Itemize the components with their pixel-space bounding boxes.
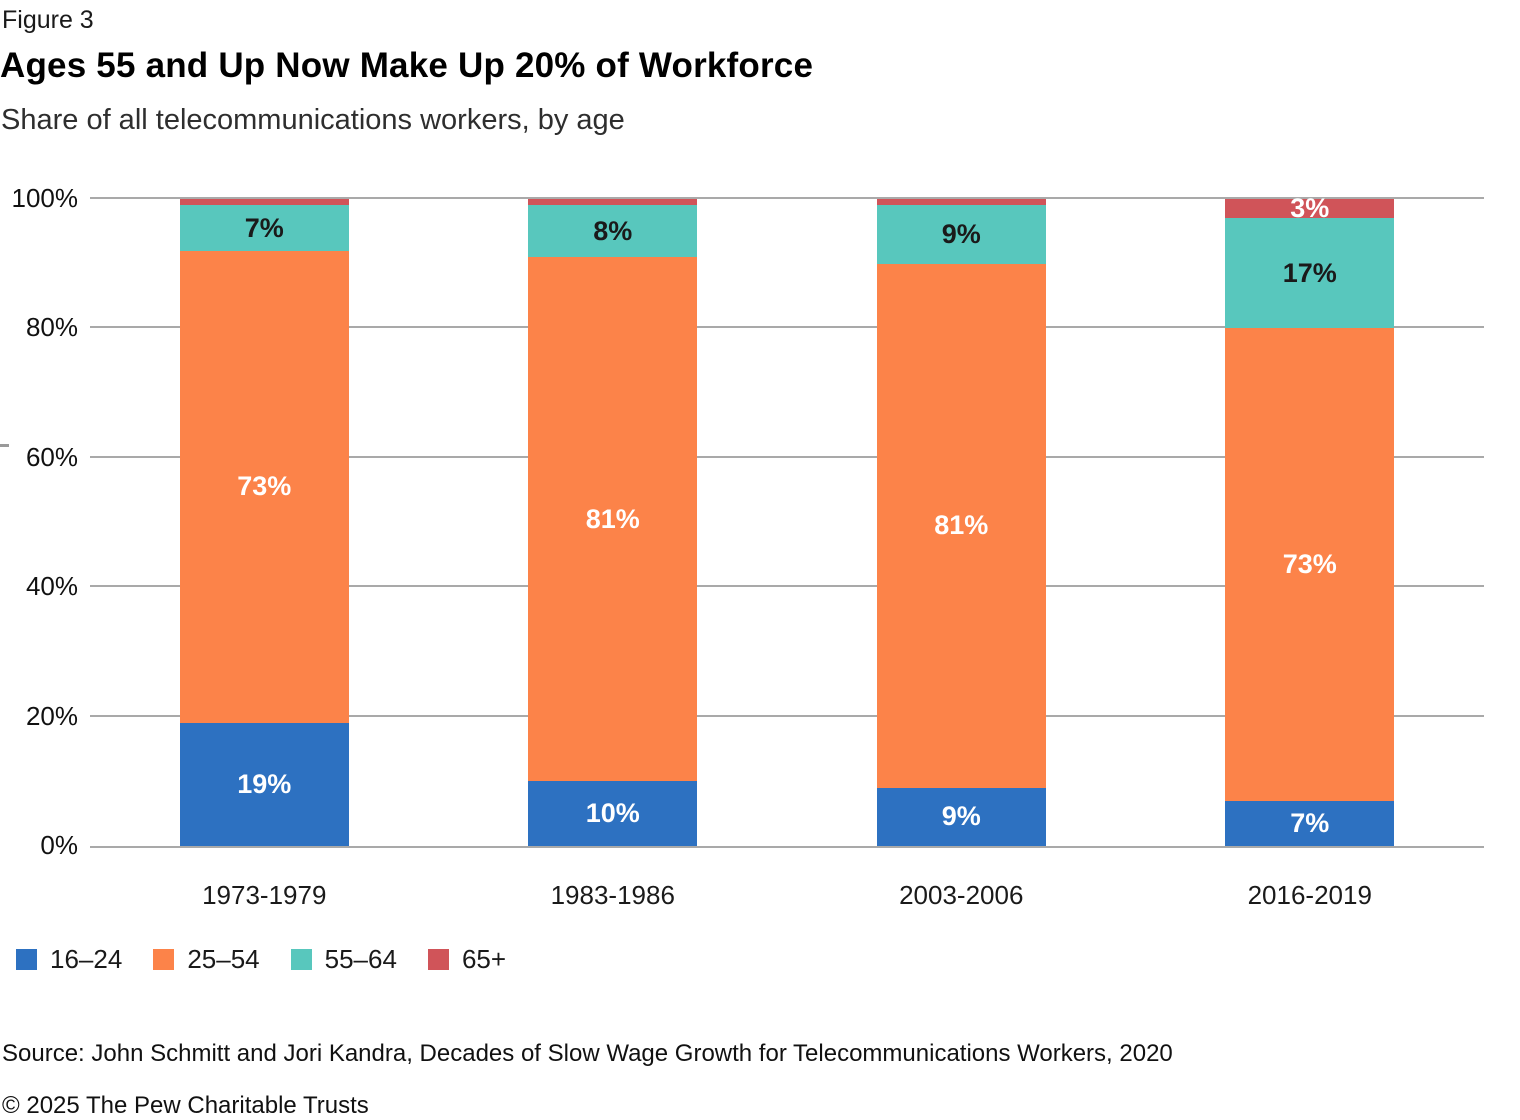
copyright-note: © 2025 The Pew Charitable Trusts [2,1092,369,1119]
bar-value-label: 81% [934,510,989,541]
bar-value-label: 9% [941,219,981,250]
legend-label: 65+ [461,944,507,974]
clipped-axis-tick [0,444,9,447]
legend-swatch-icon [290,949,312,970]
bar-value-label: 9% [941,801,981,832]
bar-value-label: 17% [1282,257,1337,288]
y-axis-tick-label: 80% [25,312,78,343]
y-axis-tick-label: 40% [25,571,78,602]
bar-segment-65--1983-1986 [528,199,698,206]
y-axis-tick-label: 60% [25,441,78,472]
legend-item-55-64: 55–64 [290,944,397,975]
legend-swatch-icon [153,949,175,970]
bar-segment-16-24-1973-1979: 19% [179,723,349,846]
bar-segment-16-24-2016-2019: 7% [1225,800,1395,846]
x-axis-category-label: 1983-1986 [550,880,675,910]
bar-value-label: 19% [237,769,292,800]
gridline [90,714,1484,717]
bar-segment-65--2003-2006 [876,199,1046,206]
x-axis-category-label: 2016-2019 [1247,880,1372,910]
legend-label: 25–54 [187,944,260,974]
gridline [90,455,1484,458]
bar-segment-25-54-2016-2019: 73% [1225,328,1395,801]
y-axis-tick-label: 100% [11,183,79,213]
bar-segment-65--2016-2019: 3% [1225,195,1395,222]
bar-value-label: 10% [585,798,640,829]
bar-value-label: 73% [1282,549,1337,580]
bar-segment-25-54-1983-1986: 81% [528,257,698,782]
bar-segment-55-64-1973-1979: 7% [179,205,349,251]
bar-value-label: 73% [237,471,292,502]
gridline [90,846,1484,848]
bar-segment-55-64-2003-2006: 9% [876,205,1046,264]
gridline [90,197,1484,199]
bar-segment-16-24-1983-1986: 10% [528,781,698,846]
x-axis-category-label: 1973-1979 [202,880,327,910]
bar-value-label: 8% [593,215,633,246]
y-axis-tick-label: 20% [25,700,78,731]
bar-segment-65--1973-1979 [179,199,349,206]
bar-segment-55-64-1983-1986: 8% [528,205,698,258]
legend-label: 16–24 [50,944,123,974]
bar-value-label: 7% [1290,807,1330,838]
figure-label: Figure 3 [2,6,94,34]
chart-title: Ages 55 and Up Now Make Up 20% of Workfo… [0,46,814,85]
gridline [90,585,1484,588]
legend-label: 55–64 [324,944,397,974]
gridline [90,326,1484,329]
legend-item-25-54: 25–54 [153,944,260,975]
chart-legend: 16–24 25–54 55–64 65+ [16,944,506,975]
bar-segment-25-54-2003-2006: 81% [876,263,1046,788]
bar-value-label: 3% [1290,193,1330,224]
bar-value-label: 81% [585,503,640,534]
legend-swatch-icon [427,949,449,970]
y-axis-tick-label: 0% [40,830,78,860]
bar-segment-55-64-2016-2019: 17% [1225,218,1395,329]
source-note: Source: John Schmitt and Jori Kandra, De… [2,1040,1173,1067]
stacked-bar-chart: 0% 20% 40% 60% 80% 100% 19% 73% 7% 1973-1979 10% 81… [0,183,1484,910]
legend-swatch-icon [16,949,37,970]
legend-item-65-: 65+ [427,944,507,975]
bar-value-label: 7% [244,212,284,243]
x-axis-category-label: 2003-2006 [899,880,1024,910]
bar-segment-25-54-1973-1979: 73% [179,250,349,724]
chart-subtitle: Share of all telecommunications workers,… [1,104,625,136]
legend-item-16-24: 16–24 [16,944,122,975]
bar-segment-16-24-2003-2006: 9% [876,787,1046,846]
